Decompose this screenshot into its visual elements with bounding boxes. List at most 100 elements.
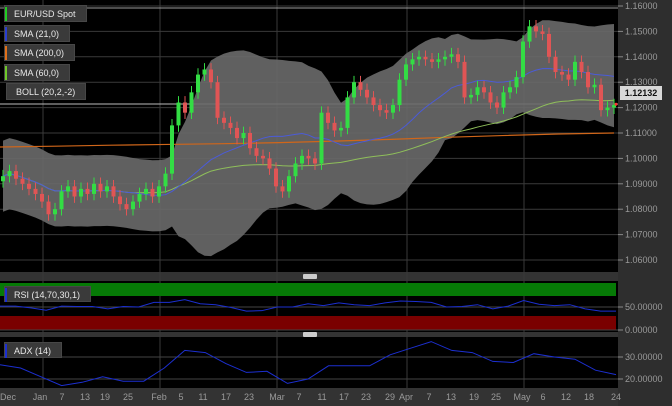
y-tick-label: 1.14000 bbox=[625, 52, 658, 62]
candle bbox=[202, 63, 207, 81]
candle bbox=[339, 121, 343, 137]
legend-label: ADX (14) bbox=[14, 346, 52, 356]
candle bbox=[586, 65, 590, 94]
x-tick-label: 11 bbox=[198, 392, 207, 402]
y-tick-label: 1.09000 bbox=[625, 179, 658, 189]
legend-color-swatch bbox=[5, 344, 7, 358]
candle bbox=[59, 185, 64, 216]
candle bbox=[391, 98, 395, 120]
candle bbox=[228, 116, 233, 135]
sma200-line bbox=[0, 132, 615, 148]
candle bbox=[319, 106, 324, 170]
candle bbox=[72, 179, 77, 203]
candle-body bbox=[183, 102, 187, 113]
legend-bollinger[interactable]: BOLL (20,2,-2) bbox=[6, 83, 87, 100]
x-tick-label: 7 bbox=[296, 392, 301, 402]
candle-body bbox=[189, 92, 194, 113]
adx-tick-label: 30.00000 bbox=[625, 352, 663, 362]
x-tick-label: May bbox=[513, 392, 531, 402]
candle bbox=[85, 182, 90, 201]
candle-body bbox=[495, 102, 499, 108]
candle-body bbox=[7, 171, 12, 177]
candle bbox=[605, 101, 610, 117]
candle-body bbox=[215, 82, 220, 118]
candle bbox=[397, 73, 402, 112]
candle-body bbox=[1, 176, 5, 182]
candle bbox=[612, 98, 616, 114]
sma21-line bbox=[2, 68, 615, 196]
candle-body bbox=[410, 59, 415, 65]
divider-handle bbox=[303, 332, 317, 337]
candle bbox=[410, 52, 415, 71]
legend-rsi[interactable]: RSI (14,70,30,1) bbox=[4, 286, 92, 302]
candle bbox=[332, 116, 337, 137]
candle-body bbox=[235, 127, 239, 139]
candle bbox=[547, 27, 551, 64]
candle-body bbox=[124, 204, 129, 210]
candle bbox=[449, 47, 454, 64]
legend-sma200[interactable]: SMA (200,0) bbox=[4, 44, 76, 61]
candle bbox=[40, 187, 44, 208]
candle-body bbox=[579, 61, 584, 73]
candle bbox=[254, 141, 259, 163]
candle-body bbox=[137, 193, 142, 202]
legend-sma60[interactable]: SMA (60,0) bbox=[4, 64, 71, 81]
candle bbox=[592, 78, 597, 94]
candle bbox=[436, 52, 441, 69]
candle bbox=[534, 19, 538, 38]
y-tick-label: 1.07000 bbox=[625, 230, 658, 240]
rsi-line bbox=[0, 299, 616, 312]
candle-body bbox=[534, 26, 538, 32]
candle-body bbox=[267, 158, 272, 169]
candle bbox=[98, 177, 103, 198]
candle-body bbox=[573, 61, 577, 80]
legend-adx[interactable]: ADX (14) bbox=[4, 342, 63, 358]
candle bbox=[157, 179, 161, 203]
candle-body bbox=[521, 41, 525, 78]
candle bbox=[7, 164, 12, 183]
x-tick-label: Apr bbox=[399, 392, 413, 402]
legend-color-swatch bbox=[5, 46, 7, 60]
candle-body bbox=[144, 188, 148, 194]
candle bbox=[326, 106, 330, 130]
x-tick-label: Dec bbox=[0, 392, 16, 402]
candle bbox=[384, 103, 389, 120]
candle bbox=[579, 55, 584, 79]
candle-body bbox=[79, 188, 83, 197]
date-axis-panel bbox=[0, 388, 618, 406]
x-tick-label: 19 bbox=[100, 392, 110, 402]
legend-eurusd[interactable]: EUR/USD Spot bbox=[4, 5, 87, 22]
legend-color-swatch bbox=[5, 27, 7, 41]
candle-body bbox=[59, 191, 64, 210]
candle-body bbox=[345, 97, 350, 128]
price-axis-panel bbox=[618, 0, 672, 406]
candle bbox=[274, 162, 278, 193]
candle-body bbox=[46, 201, 51, 215]
x-tick-label: 25 bbox=[123, 392, 133, 402]
candle bbox=[514, 70, 519, 94]
adx-line bbox=[0, 341, 617, 387]
candle bbox=[46, 195, 51, 221]
legend-sma21[interactable]: SMA (21,0) bbox=[4, 25, 71, 42]
x-tick-label: Jan bbox=[33, 392, 48, 402]
candle bbox=[137, 187, 142, 208]
x-tick-label: 19 bbox=[469, 392, 479, 402]
candle-body bbox=[527, 26, 532, 42]
candle bbox=[183, 96, 187, 120]
candle-body bbox=[371, 97, 376, 106]
rsi-tick-label: 50.00000 bbox=[625, 302, 663, 312]
candle-body bbox=[612, 105, 616, 108]
candle bbox=[560, 65, 564, 81]
candle-body bbox=[326, 112, 330, 123]
candle-body bbox=[384, 110, 389, 113]
candle-body bbox=[157, 186, 161, 197]
candle-body bbox=[397, 79, 402, 106]
candle bbox=[443, 50, 447, 66]
candle-body bbox=[287, 176, 291, 192]
candle bbox=[105, 179, 109, 198]
candle bbox=[495, 96, 499, 114]
candle-body bbox=[241, 133, 246, 139]
candle-body bbox=[20, 178, 25, 184]
candle bbox=[599, 78, 603, 117]
